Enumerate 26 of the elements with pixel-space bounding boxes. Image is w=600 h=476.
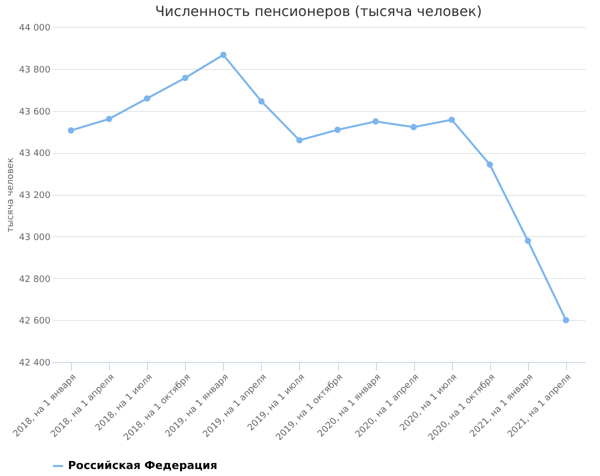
legend-label: Российская Федерация xyxy=(68,459,218,472)
point xyxy=(334,126,341,133)
y-tick-label: 42 800 xyxy=(19,274,51,285)
point xyxy=(448,116,455,123)
point xyxy=(220,52,226,58)
point xyxy=(486,161,493,168)
y-tick-label: 43 600 xyxy=(19,107,51,118)
point xyxy=(106,116,112,122)
point xyxy=(144,95,150,102)
point xyxy=(182,74,188,82)
point xyxy=(562,316,570,324)
point xyxy=(296,137,303,144)
point xyxy=(258,98,265,104)
y-axis-title: тысяча человек xyxy=(6,157,16,232)
point xyxy=(524,238,532,244)
y-tick-label: 42 600 xyxy=(19,316,51,327)
y-tick-label: 43 000 xyxy=(19,232,51,243)
point xyxy=(372,118,379,125)
y-tick-label: 44 000 xyxy=(19,24,51,34)
point xyxy=(68,127,74,134)
point xyxy=(410,124,417,130)
chart-title: Численность пенсионеров (тысяча человек) xyxy=(155,4,482,20)
y-tick-label: 43 400 xyxy=(19,149,51,160)
y-tick-label: 43 200 xyxy=(19,191,51,201)
y-tick-label: 43 800 xyxy=(19,65,51,76)
y-tick-label: 42 400 xyxy=(19,358,51,368)
